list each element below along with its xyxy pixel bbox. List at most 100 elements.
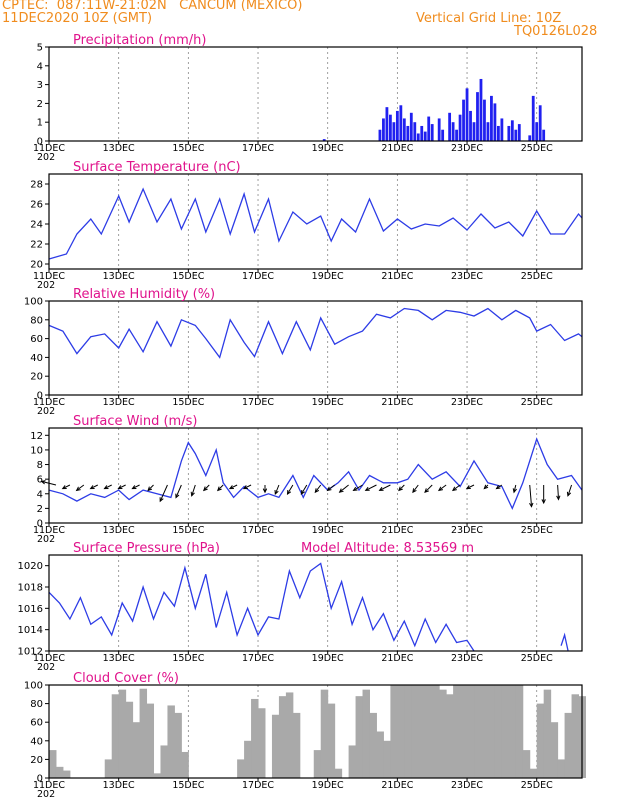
wind-arrow xyxy=(300,484,308,495)
wind-arrow xyxy=(243,484,252,490)
precip-bar xyxy=(441,129,445,141)
wind-arrow xyxy=(132,484,140,490)
x-tick-label: 25DEC xyxy=(521,271,553,282)
plot-frame xyxy=(48,46,583,142)
wind-arrow xyxy=(353,484,363,491)
wind-arrow-head xyxy=(541,499,546,505)
wind-arrow-head xyxy=(242,485,248,490)
cloud-bar xyxy=(411,685,419,778)
y-tick-label: 2 xyxy=(37,504,43,515)
y-tick-label: 0 xyxy=(37,519,43,530)
precip-bar xyxy=(378,129,382,141)
cloud-bar xyxy=(181,751,189,778)
precip-bar xyxy=(469,110,472,141)
cloud-bar xyxy=(515,685,524,778)
y-tick-label: 6 xyxy=(37,475,43,486)
cloud-bar xyxy=(258,708,266,778)
precip-bar xyxy=(388,114,392,141)
x-tick-label: 19DEC xyxy=(312,397,344,408)
cloud-bar xyxy=(251,698,259,778)
x-tick-label: 13DEC xyxy=(103,271,135,282)
run-datetime: 11DEC2020 10Z (GMT) xyxy=(2,11,153,26)
x-year-label: 202 xyxy=(37,152,55,163)
cloud-bar xyxy=(432,685,440,778)
x-tick-label: 13DEC xyxy=(103,397,135,408)
model-altitude-label: Model Altitude: 8.53569 m xyxy=(301,541,474,556)
wind-arrow-head xyxy=(262,488,268,494)
plot-frame xyxy=(48,554,583,652)
panel-title: Surface Pressure (hPa) xyxy=(73,541,220,556)
cloud-bar xyxy=(564,712,573,778)
y-tick-label: 1014 xyxy=(18,625,43,636)
precip-bar xyxy=(500,118,504,141)
wind-line xyxy=(48,437,583,511)
wind-arrow xyxy=(557,484,560,500)
plot-frame xyxy=(48,684,583,779)
y-tick-label: 5 xyxy=(37,43,43,54)
x-tick-label: 23DEC xyxy=(451,780,483,791)
y-tick-label: 100 xyxy=(24,297,43,308)
y-tick-label: 12 xyxy=(30,431,43,442)
x-tick-label: 15DEC xyxy=(172,397,204,408)
wind-arrow-head xyxy=(495,484,501,490)
wind-arrow xyxy=(379,484,391,491)
y-tick-label: 22 xyxy=(30,240,43,251)
cloud-bar xyxy=(362,689,370,778)
wind-arrow-head xyxy=(378,486,384,491)
cloud-bar xyxy=(404,685,412,778)
precip-bar xyxy=(542,129,546,141)
wind-arrow xyxy=(339,484,349,493)
x-tick-label: 25DEC xyxy=(521,653,553,664)
wind-arrow xyxy=(76,484,85,491)
wind-arrow-head xyxy=(556,495,561,501)
y-tick-label: 1012 xyxy=(18,647,43,658)
cloud-bar xyxy=(313,750,322,778)
cloud-bar xyxy=(467,685,475,778)
model-code: TQ0126L028 xyxy=(514,24,598,39)
y-tick-label: 80 xyxy=(30,315,43,326)
y-tick-label: 4 xyxy=(37,61,43,72)
cloud-bar xyxy=(320,689,329,778)
wind-arrow-head xyxy=(314,488,320,494)
x-tick-label: 11DEC xyxy=(33,143,65,154)
precip-bar xyxy=(448,112,452,141)
y-tick-label: 1016 xyxy=(18,604,43,615)
wind-arrow-head xyxy=(216,486,222,492)
precip-bar xyxy=(507,125,511,141)
x-tick-label: 11DEC xyxy=(33,653,65,664)
y-tick-label: 1020 xyxy=(18,561,43,572)
wind-arrow xyxy=(191,484,196,496)
x-tick-label: 15DEC xyxy=(172,271,204,282)
x-year-label: 202 xyxy=(37,534,55,545)
wind-arrow xyxy=(175,484,182,498)
wind-arrow-head xyxy=(465,485,471,490)
cloud-bar xyxy=(550,722,559,778)
precip-bar xyxy=(395,110,399,141)
cloud-bar xyxy=(104,759,113,778)
x-year-label: 202 xyxy=(37,280,55,291)
x-tick-label: 17DEC xyxy=(242,780,274,791)
x-tick-label: 13DEC xyxy=(103,780,135,791)
precip-bar xyxy=(479,78,483,141)
x-tick-label: 11DEC xyxy=(33,397,65,408)
precip-bar xyxy=(455,129,458,141)
x-tick-label: 19DEC xyxy=(312,271,344,282)
cloud-bar xyxy=(55,766,64,778)
precip-bar xyxy=(406,125,410,141)
wind-arrow-head xyxy=(326,486,332,492)
cloud-bar xyxy=(160,745,168,778)
wind-arrow-head xyxy=(274,489,279,496)
x-tick-label: 17DEC xyxy=(242,143,274,154)
temp-line xyxy=(48,187,583,260)
cloud-bar xyxy=(369,712,377,778)
pres-line xyxy=(48,562,475,652)
cloud-bar xyxy=(397,685,405,778)
wind-arrow-head xyxy=(566,491,572,497)
wind-arrow xyxy=(217,484,224,491)
wind-arrow xyxy=(452,484,461,491)
y-tick-label: 26 xyxy=(30,200,43,211)
wind-arrow-head xyxy=(131,485,137,490)
cloud-bar xyxy=(453,685,461,778)
precip-bar xyxy=(423,131,427,141)
